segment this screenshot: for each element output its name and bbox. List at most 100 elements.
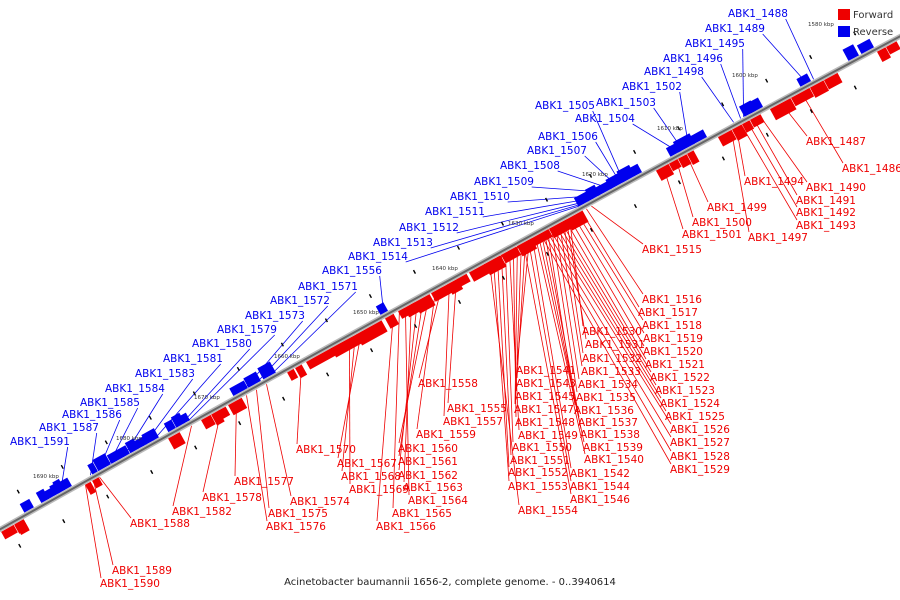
- forward-gene-label: ABK1_1577: [234, 476, 294, 488]
- reverse-gene-label: ABK1_1510: [450, 191, 510, 203]
- leader-line: [266, 384, 292, 497]
- forward-gene-label: ABK1_1533: [581, 366, 641, 378]
- scale-dash: [150, 469, 154, 475]
- reverse-gene-label: ABK1_1503: [596, 97, 656, 109]
- forward-gene-block: [655, 163, 675, 181]
- leader-line: [546, 230, 672, 438]
- leader-line: [256, 389, 270, 509]
- leader-line: [523, 243, 572, 495]
- forward-gene-block: [516, 238, 538, 257]
- scale-dash: [765, 132, 769, 137]
- forward-gene-label: ABK1_1565: [392, 508, 452, 520]
- forward-gene-label: ABK1_1536: [574, 405, 634, 417]
- scale-dash: [809, 54, 813, 60]
- leader-line: [172, 425, 192, 507]
- scale-dash: [721, 102, 725, 107]
- reverse-gene-label: ABK1_1573: [245, 310, 305, 322]
- forward-gene-label: ABK1_1522: [650, 372, 710, 384]
- scale-dash: [456, 245, 461, 250]
- forward-gene-label: ABK1_1541: [516, 365, 576, 377]
- reverse-gene-block: [163, 419, 176, 433]
- leader-line: [538, 234, 585, 443]
- reverse-gene-label: ABK1_1585: [80, 397, 140, 409]
- reverse-gene-block: [842, 44, 860, 61]
- scale-dash: [282, 396, 286, 401]
- forward-gene-label: ABK1_1543: [516, 378, 576, 390]
- forward-gene-label: ABK1_1578: [202, 492, 262, 504]
- leader-line: [543, 231, 672, 452]
- forward-gene-label: ABK1_1526: [670, 424, 730, 436]
- forward-gene-label: ABK1_1588: [130, 518, 190, 530]
- forward-gene-label: ABK1_1524: [660, 398, 720, 410]
- scale-dash: [236, 366, 240, 372]
- reverse-gene-block: [257, 361, 276, 380]
- leader-line: [443, 283, 450, 417]
- forward-gene-block: [668, 158, 682, 172]
- forward-gene-label: ABK1_1516: [642, 294, 702, 306]
- forward-gene-label: ABK1_1523: [655, 385, 715, 397]
- reverse-gene-label: ABK1_1587: [39, 422, 99, 434]
- forward-gene-label: ABK1_1564: [408, 495, 468, 507]
- reverse-gene-label: ABK1_1556: [322, 265, 382, 277]
- leader-line: [544, 231, 580, 418]
- forward-gene-label: ABK1_1551: [510, 455, 570, 467]
- forward-gene-label: ABK1_1493: [796, 220, 856, 232]
- reverse-gene-block: [35, 488, 49, 504]
- reverse-gene-label: ABK1_1509: [474, 176, 534, 188]
- forward-gene-label: ABK1_1494: [744, 176, 804, 188]
- leader-line: [180, 348, 250, 426]
- forward-gene-label: ABK1_1570: [296, 444, 356, 456]
- scale-dash: [324, 318, 328, 323]
- leader-line: [535, 236, 586, 455]
- leader-line: [513, 248, 517, 418]
- leader-line: [565, 219, 647, 360]
- forward-gene-block: [790, 87, 815, 107]
- genome-caption: Acinetobacter baumannii 1656-2, complete…: [284, 577, 616, 588]
- forward-gene-label: ABK1_1552: [508, 467, 568, 479]
- leader-line: [430, 203, 584, 249]
- leader-line: [561, 222, 652, 373]
- leader-line: [552, 227, 667, 412]
- forward-gene-label: ABK1_1521: [645, 359, 705, 371]
- reverse-gene-block: [745, 97, 764, 114]
- scale-dash: [853, 85, 857, 90]
- scale-dash: [588, 173, 593, 178]
- forward-gene-block: [384, 313, 400, 329]
- reverse-gene-block: [796, 73, 812, 87]
- reverse-gene-block: [59, 477, 72, 491]
- legend: Forward Reverse: [838, 9, 893, 38]
- forward-gene-label: ABK1_1589: [112, 565, 172, 577]
- reverse-gene-block: [229, 380, 248, 397]
- leader-line: [528, 240, 572, 482]
- forward-gene-block: [92, 477, 103, 489]
- scale-dash: [106, 494, 110, 499]
- forward-gene-label: ABK1_1545: [515, 391, 575, 403]
- leader-line: [592, 110, 624, 182]
- forward-gene-label: ABK1_1544: [570, 481, 630, 493]
- scale-dash: [677, 180, 681, 185]
- scale-dash: [104, 440, 108, 445]
- forward-gene-label: ABK1_1531: [585, 339, 645, 351]
- forward-gene-block: [677, 154, 692, 169]
- scale-dash: [545, 251, 550, 256]
- reverse-gene-label: ABK1_1489: [705, 23, 765, 35]
- leader-line: [801, 92, 844, 164]
- tick-label: 1610 kbp: [657, 126, 683, 132]
- reverse-gene-label: ABK1_1579: [217, 324, 277, 336]
- forward-gene-block: [1, 524, 18, 540]
- tick-label: 1630 kbp: [508, 221, 534, 227]
- reverse-gene-block: [243, 371, 261, 388]
- leader-line: [153, 363, 221, 441]
- reverse-gene-label: ABK1_1514: [348, 251, 408, 263]
- reverse-gene-block: [87, 462, 98, 475]
- reverse-gene-label: ABK1_1488: [728, 8, 788, 20]
- forward-gene-label: ABK1_1557: [443, 416, 503, 428]
- forward-gene-label: ABK1_1497: [748, 232, 808, 244]
- reverse-gene-label: ABK1_1504: [575, 113, 635, 125]
- forward-gene-label: ABK1_1525: [665, 411, 725, 423]
- forward-gene-label: ABK1_1554: [518, 505, 578, 517]
- leader-line: [509, 250, 520, 431]
- gene-blocks: [1, 38, 900, 540]
- forward-gene-label: ABK1_1515: [642, 244, 702, 256]
